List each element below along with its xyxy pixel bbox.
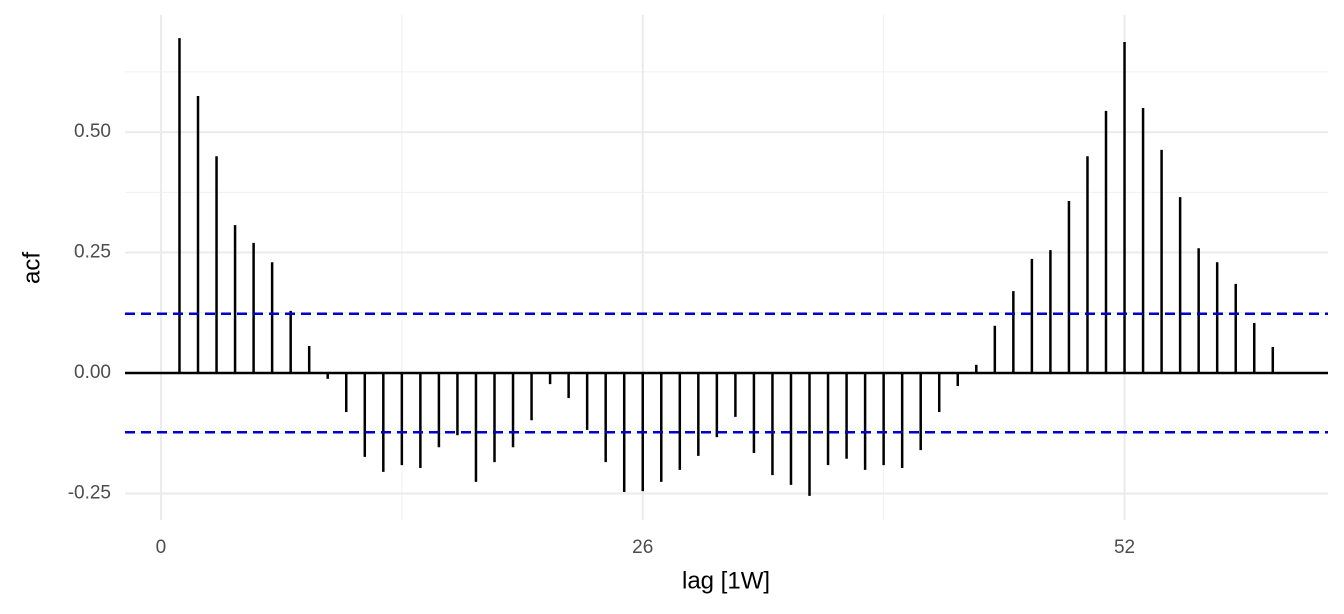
y-tick-label: 0.00 [74,362,111,383]
x-tick-label: 0 [156,537,167,558]
y-tick-label: 0.50 [74,121,111,142]
x-tick-label: 52 [1114,537,1135,558]
y-tick-label: -0.25 [68,483,111,504]
x-axis-title: lag [1W] [682,567,770,594]
x-tick-label: 26 [632,537,653,558]
y-tick-label: 0.25 [74,242,111,263]
y-axis-title: acf [18,252,45,284]
